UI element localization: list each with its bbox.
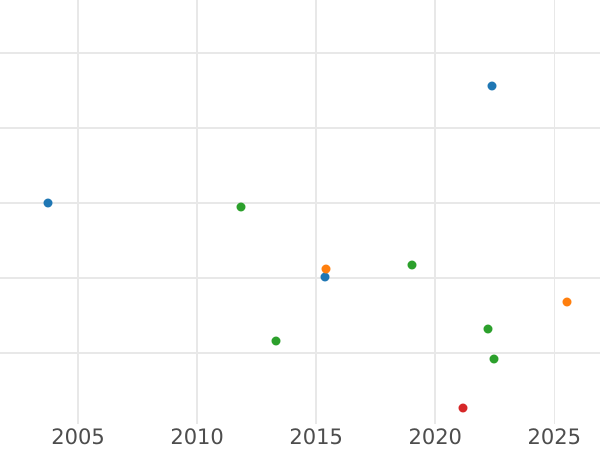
y-gridline (0, 277, 600, 279)
x-gridline (196, 0, 198, 424)
x-tick-label-2015: 2015 (289, 425, 343, 449)
series-blue-point (320, 272, 330, 281)
y-gridline (0, 52, 600, 54)
series-red-point (458, 403, 468, 413)
series-green-point (483, 324, 493, 334)
series-green-point (489, 354, 499, 364)
x-tick-label-2025: 2025 (527, 425, 581, 449)
series-orange-point (321, 264, 331, 274)
x-gridline (77, 0, 79, 424)
x-gridline (315, 0, 317, 424)
y-gridline (0, 202, 600, 204)
series-blue-point (487, 81, 497, 91)
y-gridline (0, 127, 600, 129)
series-orange-point (562, 297, 572, 307)
x-gridline (434, 0, 436, 424)
series-green-point (236, 202, 246, 212)
series-blue-point (43, 198, 53, 208)
x-gridline (553, 0, 556, 424)
series-green-point (271, 336, 281, 346)
x-tick-label-2020: 2020 (408, 425, 462, 449)
x-tick-label-2010: 2010 (170, 425, 224, 449)
y-gridline (0, 352, 600, 354)
series-green-point (407, 260, 417, 269)
x-tick-label-2005: 2005 (51, 425, 105, 449)
